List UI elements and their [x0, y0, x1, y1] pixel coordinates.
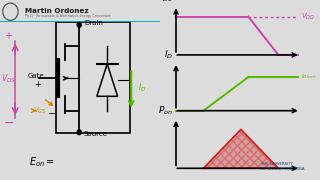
Text: +: + — [4, 31, 12, 41]
Text: $I_D$: $I_D$ — [138, 82, 146, 94]
Text: −: − — [48, 109, 56, 119]
Text: −: − — [4, 117, 14, 130]
Text: THE UNIVERSITY
OF BRITISH COLUMBIA: THE UNIVERSITY OF BRITISH COLUMBIA — [261, 162, 304, 171]
Text: $I_D$: $I_D$ — [164, 49, 173, 61]
Text: $V_{DS}$: $V_{DS}$ — [1, 72, 15, 85]
Text: Ph.D · Renewable & Alternative Energy Conversion: Ph.D · Renewable & Alternative Energy Co… — [25, 14, 111, 18]
Polygon shape — [204, 129, 278, 168]
Circle shape — [77, 22, 81, 27]
Text: Drain: Drain — [84, 20, 103, 26]
Text: Martin Ordonez: Martin Ordonez — [25, 8, 88, 14]
Text: +: + — [35, 80, 41, 89]
Text: $I_{D(on)}$: $I_{D(on)}$ — [301, 73, 316, 81]
Text: $V_{DS}$: $V_{DS}$ — [156, 0, 173, 4]
Text: Source: Source — [84, 131, 108, 137]
Text: $V_{GS}$: $V_{GS}$ — [33, 106, 46, 116]
Text: $E_{on} =$: $E_{on} =$ — [29, 155, 55, 169]
Circle shape — [77, 130, 81, 135]
Text: $V_{DD}$: $V_{DD}$ — [301, 12, 315, 22]
Text: $P_{on}$: $P_{on}$ — [158, 105, 173, 117]
Text: Gate: Gate — [28, 73, 44, 79]
